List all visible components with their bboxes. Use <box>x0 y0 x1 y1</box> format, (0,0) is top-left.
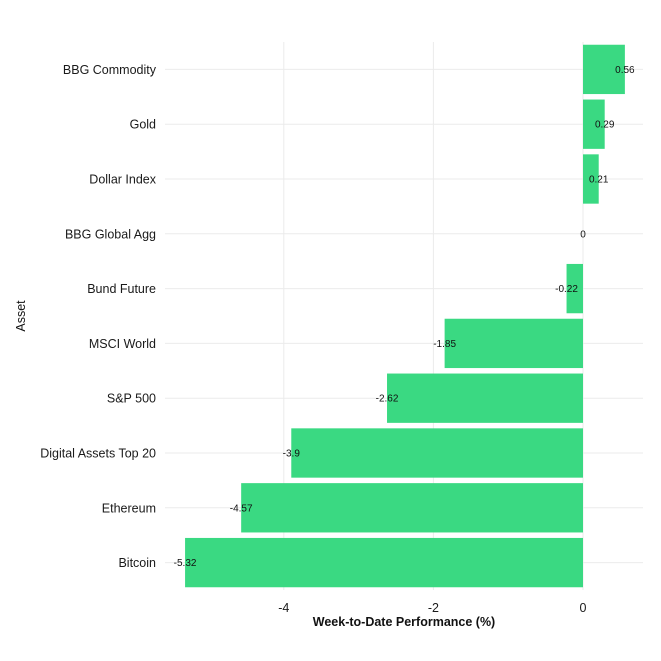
data-label: -5.32 <box>174 558 197 569</box>
bar <box>583 99 605 149</box>
data-label: -0.22 <box>555 284 578 295</box>
category-label: S&P 500 <box>107 392 156 406</box>
bar <box>583 44 625 95</box>
bar <box>185 537 583 588</box>
x-tick-label: -4 <box>278 601 289 615</box>
data-label: 0 <box>580 229 586 240</box>
category-label: Bitcoin <box>118 556 156 570</box>
category-label: Gold <box>130 118 156 132</box>
category-label: BBG Global Agg <box>65 227 156 241</box>
bar <box>291 428 583 478</box>
bar <box>583 154 599 204</box>
category-label: BBG Commodity <box>63 63 157 77</box>
x-tick-label: -2 <box>428 601 439 615</box>
bars <box>185 44 625 588</box>
x-axis-title: Week-to-Date Performance (%) <box>313 615 495 629</box>
data-label: -1.85 <box>433 339 456 350</box>
category-label: MSCI World <box>89 337 156 351</box>
x-tick-labels: -4 -2 0 <box>278 601 586 615</box>
category-label: Dollar Index <box>89 173 156 187</box>
bar <box>566 263 583 314</box>
category-label: Digital Assets Top 20 <box>40 447 156 461</box>
bar <box>241 483 583 533</box>
y-axis-title: Asset <box>14 300 28 332</box>
bar <box>444 318 583 369</box>
data-label: 0.21 <box>589 175 609 186</box>
data-labels: 0.56 0.29 0.21 0 -0.22 -1.85 -2.62 -3.9 -4.57 -5.… <box>174 65 635 569</box>
bar <box>387 373 583 423</box>
data-label: -2.62 <box>376 394 399 405</box>
data-label: -3.9 <box>283 449 301 460</box>
data-label: 0.56 <box>615 65 635 76</box>
x-tick-label: 0 <box>580 601 587 615</box>
category-label: Ethereum <box>102 501 156 515</box>
data-label: -4.57 <box>230 503 253 514</box>
category-labels: BBG Commodity Gold Dollar Index BBG Global … <box>40 63 157 570</box>
category-label: Bund Future <box>87 282 156 296</box>
data-label: 0.29 <box>595 120 615 131</box>
